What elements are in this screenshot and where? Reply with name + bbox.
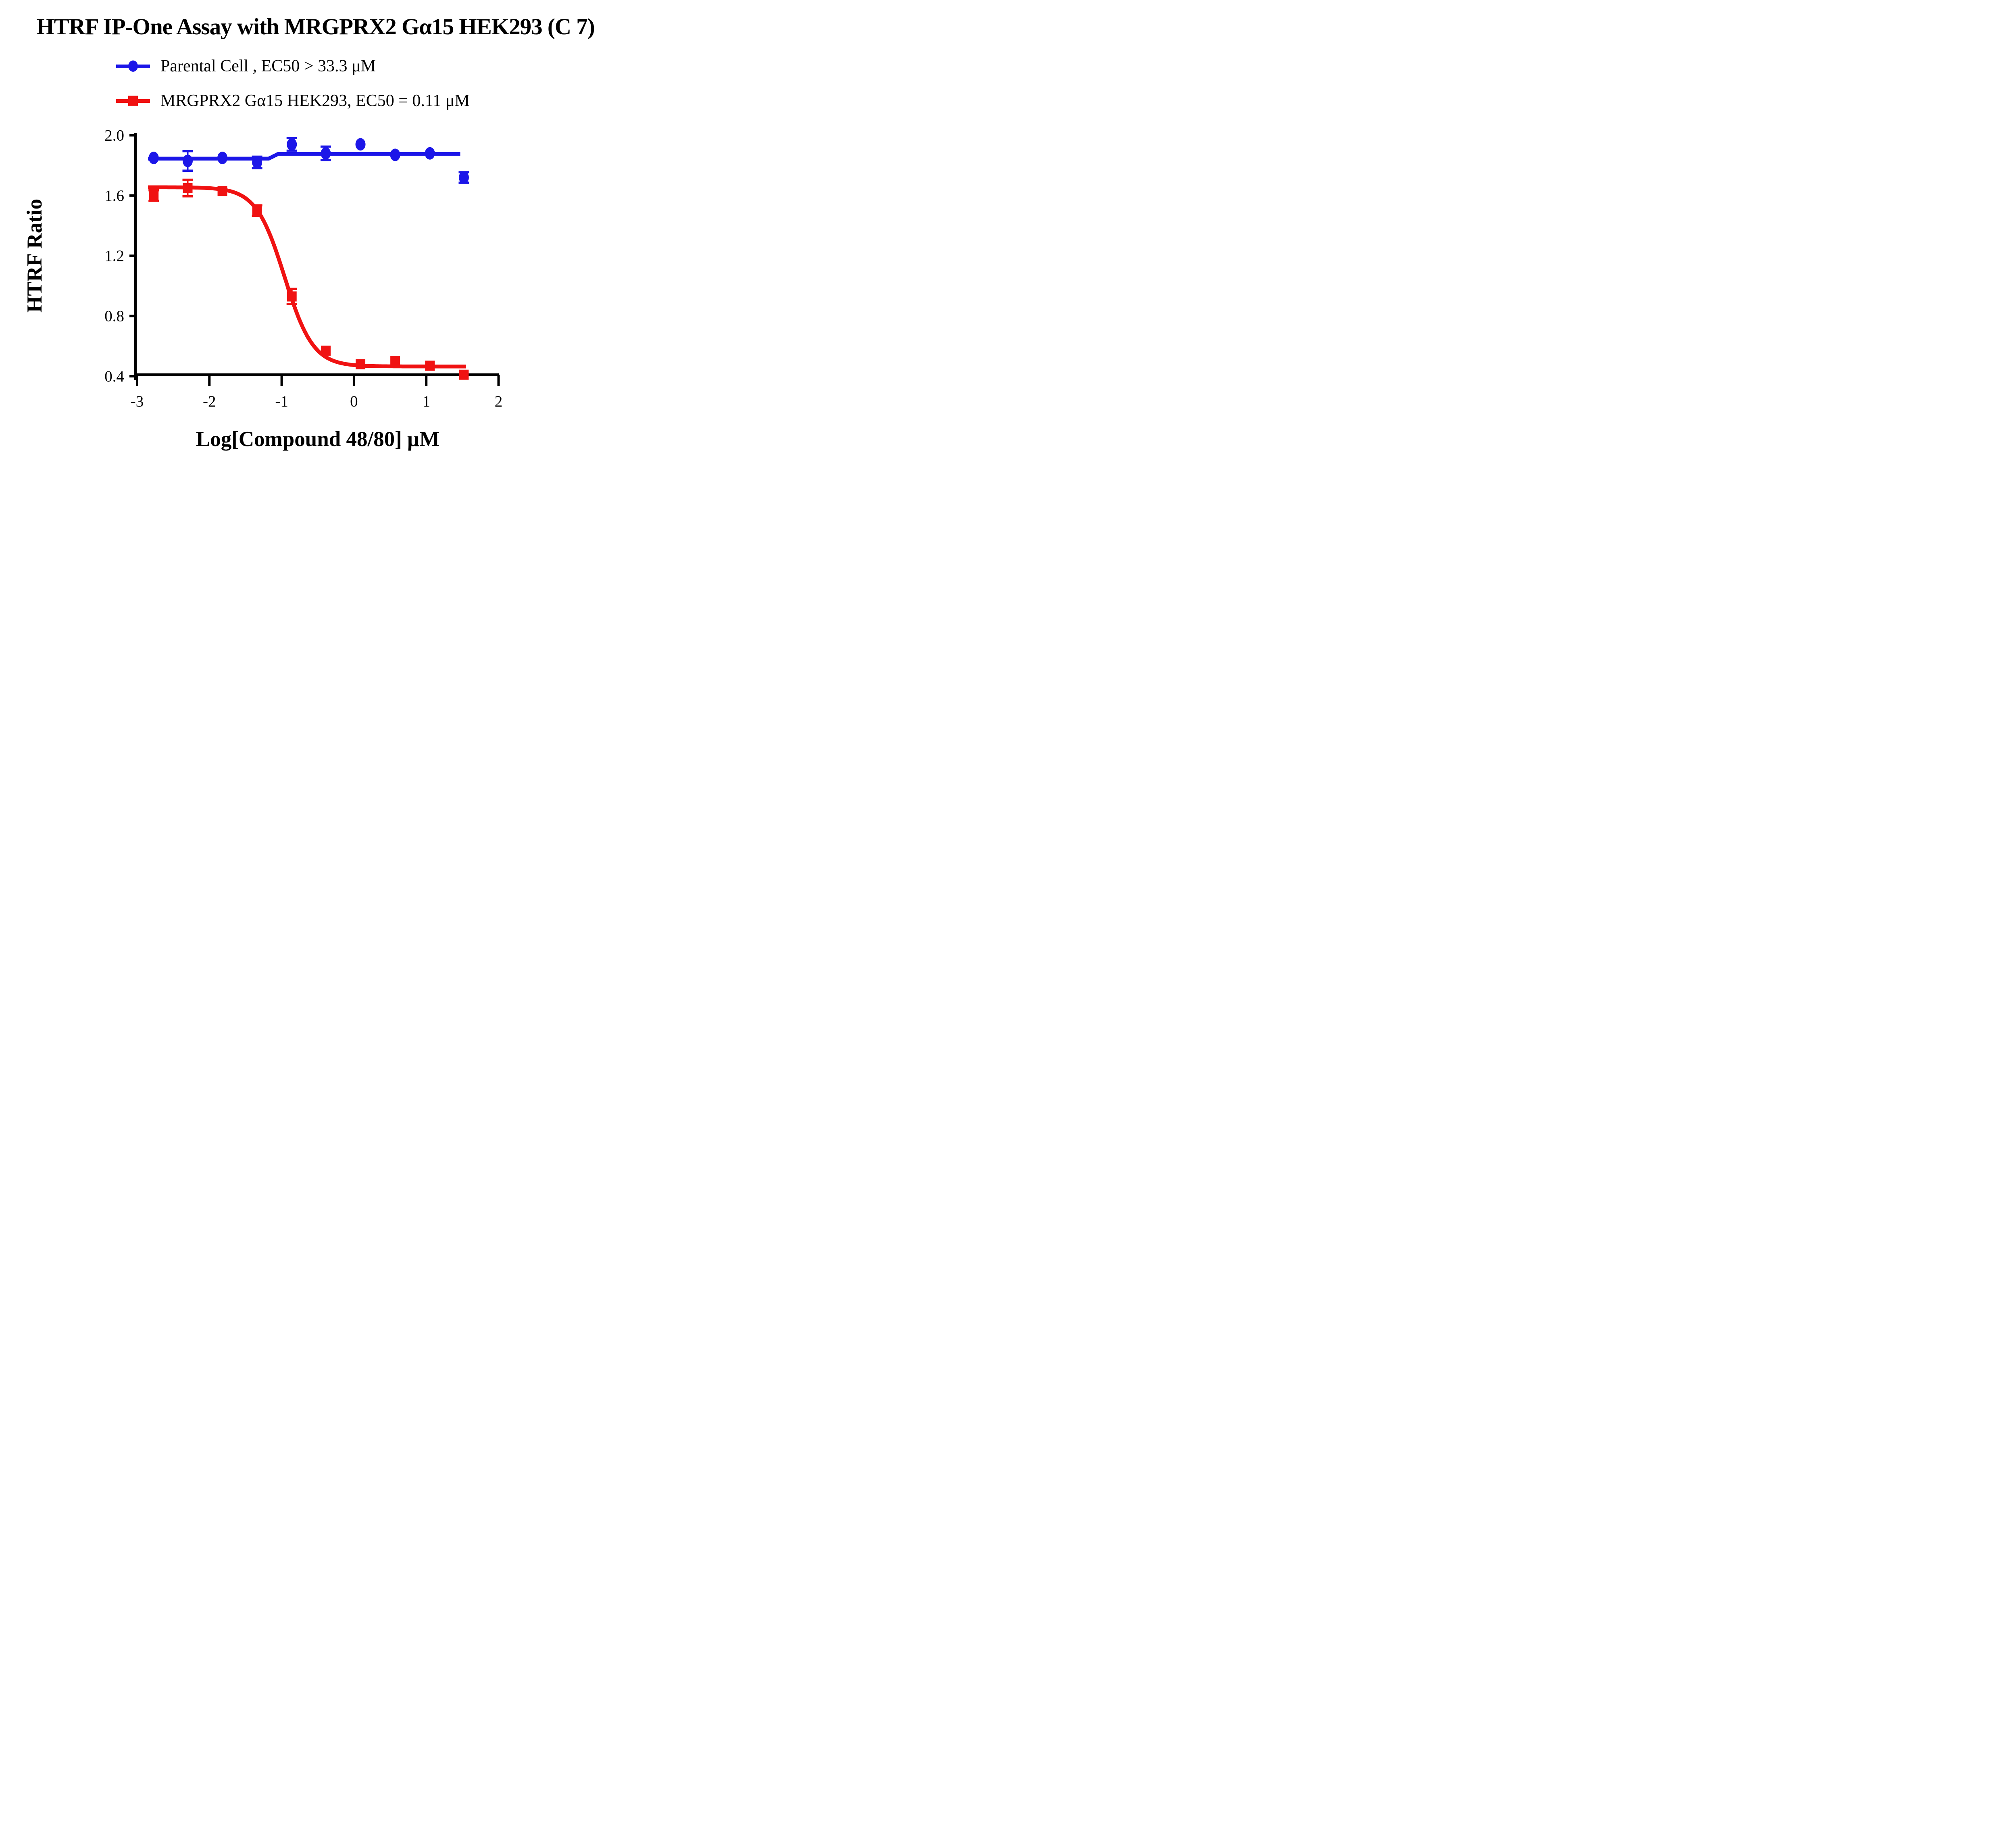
figure: 2.0 1.6 1.2 0.8 0.4 -3 -2 -1 0 1 2 Log[Compound 48… [0, 0, 631, 461]
legend: Parental Cell , EC50 > 33.3 μM MRGPRX2 G… [116, 55, 470, 124]
x-tick-label: -3 [131, 393, 144, 410]
mrgprx2-data-point [425, 361, 435, 371]
parental-data-point [458, 171, 469, 184]
mrgprx2-square-marker-icon [116, 99, 150, 103]
legend-item-mrgprx2: MRGPRX2 Gα15 HEK293, EC50 = 0.11 μM [116, 90, 470, 112]
parental-data-point [321, 147, 331, 160]
mrgprx2-data-point [321, 345, 331, 356]
mrgprx2-data-point [356, 359, 366, 369]
mrgprx2-data-point [390, 356, 400, 367]
mrgprx2-data-point [252, 205, 262, 216]
y-axis-title: HTRF Ratio [23, 199, 46, 313]
legend-label-mrgprx2: MRGPRX2 Gα15 HEK293, EC50 = 0.11 μM [160, 92, 470, 110]
y-tick-label: 0.4 [104, 368, 124, 385]
x-tick-label: -2 [203, 393, 216, 410]
mrgprx2-data-point [217, 186, 227, 196]
x-tick-label: -1 [275, 393, 288, 410]
y-tick-label: 2.0 [104, 127, 124, 144]
mrgprx2-data-point [183, 183, 193, 193]
parental-data-point [390, 148, 400, 161]
parental-data-point [148, 152, 159, 165]
x-axis-title: Log[Compound 48/80] μM [196, 427, 439, 451]
x-tick-label: 1 [422, 393, 430, 410]
chart-title: HTRF IP-One Assay with MRGPRX2 Gα15 HEK2… [36, 14, 595, 40]
parental-data-point [217, 152, 228, 165]
legend-item-parental: Parental Cell , EC50 > 33.3 μM [116, 55, 470, 77]
parental-fit-line [148, 152, 460, 161]
axes-layer: 2.0 1.6 1.2 0.8 0.4 -3 -2 -1 0 1 2 [104, 127, 502, 411]
mrgprx2-data-point [149, 190, 159, 201]
parental-data-point [287, 138, 297, 151]
mrgprx2-data-point [459, 369, 469, 380]
parental-circle-marker-icon [116, 64, 150, 68]
mrgprx2-fit-line [147, 185, 467, 369]
x-tick-label: 2 [495, 393, 503, 410]
mrgprx2-data-point [287, 291, 297, 302]
parental-data-point [355, 138, 366, 151]
y-tick-label: 0.8 [104, 308, 124, 325]
y-tick-label: 1.2 [104, 247, 124, 265]
series-layer [147, 137, 469, 380]
y-tick-label: 1.6 [104, 187, 124, 204]
parental-data-point [252, 156, 262, 169]
parental-data-point [183, 154, 193, 167]
legend-label-parental: Parental Cell , EC50 > 33.3 μM [160, 57, 376, 75]
plot-area: 2.0 1.6 1.2 0.8 0.4 -3 -2 -1 0 1 2 Log[Compound 48… [23, 127, 502, 451]
x-tick-label: 0 [350, 393, 358, 410]
parental-data-point [425, 147, 435, 160]
